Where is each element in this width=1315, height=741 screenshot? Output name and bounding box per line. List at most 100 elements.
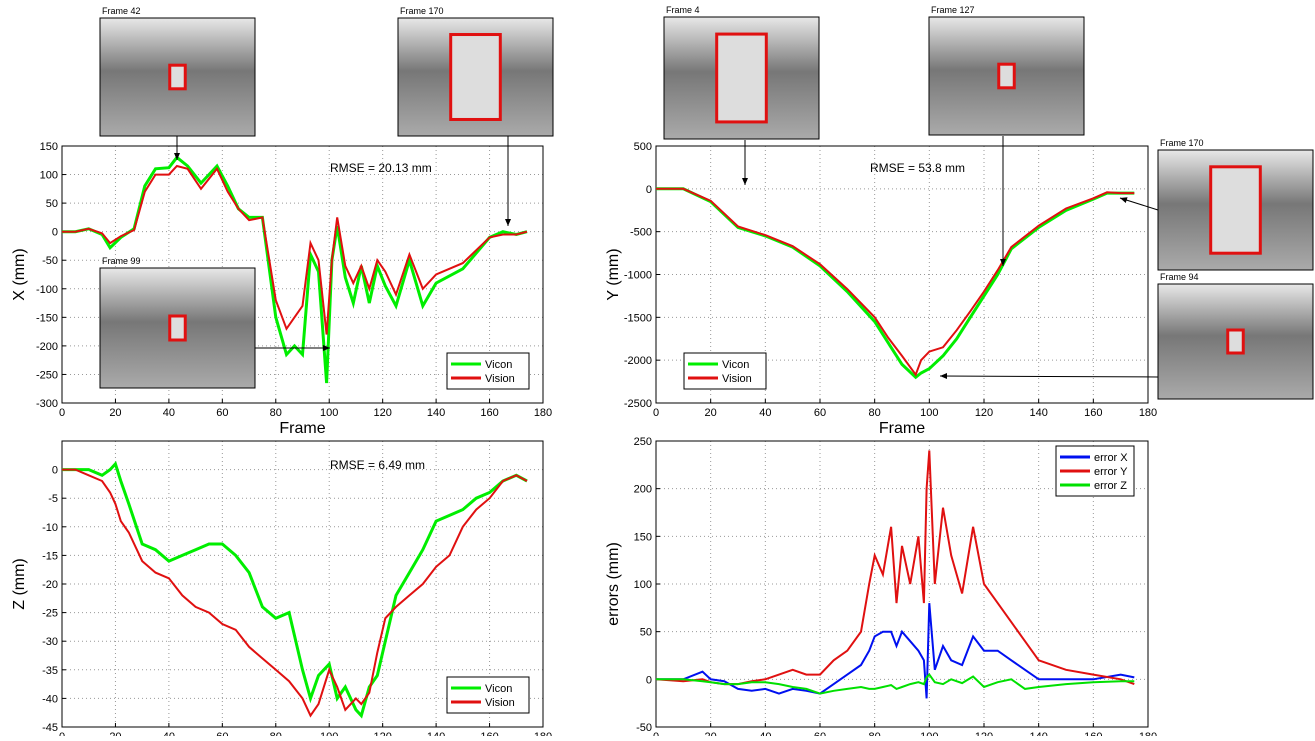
legend-label: error X xyxy=(1094,452,1128,464)
y-tick-label: -50 xyxy=(42,255,58,267)
y-tick-label: -200 xyxy=(36,341,58,353)
legend-label: Vision xyxy=(485,373,515,385)
y-tick-label: -2500 xyxy=(624,398,652,410)
x-tick-label: 140 xyxy=(427,407,445,419)
x-axis-label: Frame xyxy=(279,420,325,437)
legend-box xyxy=(446,352,530,390)
inset-label: Frame 94 xyxy=(1160,272,1199,282)
y-tick-label: 0 xyxy=(52,465,58,477)
y-tick-label: -250 xyxy=(36,369,58,381)
x-tick-label: 80 xyxy=(869,407,881,419)
series-line xyxy=(62,460,528,719)
x-tick-label: 160 xyxy=(1084,407,1102,419)
x-tick-label: 40 xyxy=(163,407,175,419)
x-tick-label: 80 xyxy=(869,731,881,736)
inset-target xyxy=(168,63,187,91)
legend-box xyxy=(683,352,767,390)
y-tick-label: -50 xyxy=(636,722,652,734)
x-tick-label: 40 xyxy=(163,731,175,736)
legend-label: Vicon xyxy=(722,359,749,371)
series-line xyxy=(656,673,1135,695)
x-tick-label: 40 xyxy=(759,731,771,736)
y-tick-label: 150 xyxy=(634,531,652,543)
y-tick-label: 200 xyxy=(634,484,652,496)
x-tick-label: 40 xyxy=(759,407,771,419)
y-tick-label: -1000 xyxy=(624,270,652,282)
y-axis-label: errors (mm) xyxy=(605,542,622,626)
x-tick-label: 180 xyxy=(534,731,552,736)
x-tick-label: 60 xyxy=(814,407,826,419)
annotation: RMSE = 6.49 mm xyxy=(330,458,425,472)
x-tick-label: 60 xyxy=(216,731,228,736)
plot-frame xyxy=(655,440,1149,728)
legend-label: Vicon xyxy=(485,359,512,371)
x-tick-label: 140 xyxy=(1029,731,1047,736)
y-tick-label: -10 xyxy=(42,522,58,534)
y-tick-label: 100 xyxy=(634,579,652,591)
x-tick-label: 80 xyxy=(270,407,282,419)
x-tick-label: 0 xyxy=(653,407,659,419)
annotation: RMSE = 53.8 mm xyxy=(870,161,965,175)
y-tick-label: 0 xyxy=(646,674,652,686)
series-line xyxy=(655,450,1135,686)
x-tick-label: 100 xyxy=(320,731,338,736)
x-tick-label: 120 xyxy=(975,731,993,736)
legend-label: Vision xyxy=(722,373,752,385)
inset-target xyxy=(1226,328,1245,355)
arrow xyxy=(939,373,1159,380)
x-tick-label: 80 xyxy=(270,731,282,736)
x-tick-label: 0 xyxy=(59,407,65,419)
x-tick-label: 160 xyxy=(1084,731,1102,736)
y-tick-label: -25 xyxy=(42,608,58,620)
y-tick-label: 0 xyxy=(52,227,58,239)
y-tick-label: -45 xyxy=(42,722,58,734)
x-tick-label: 100 xyxy=(920,407,938,419)
legend-label: Vicon xyxy=(485,683,512,695)
x-tick-label: 120 xyxy=(373,731,391,736)
y-tick-label: 500 xyxy=(634,141,652,153)
series-line xyxy=(656,603,1135,699)
plot-frame xyxy=(655,145,1149,404)
inset-label: Frame 170 xyxy=(1160,138,1204,148)
y-tick-label: -20 xyxy=(42,579,58,591)
arrow xyxy=(1119,197,1159,211)
y-tick-label: 0 xyxy=(646,184,652,196)
x-tick-label: 20 xyxy=(705,407,717,419)
x-tick-label: 60 xyxy=(814,731,826,736)
y-tick-label: -100 xyxy=(36,284,58,296)
series-line xyxy=(62,155,528,384)
plot-frame xyxy=(61,145,544,404)
y-tick-label: -2000 xyxy=(624,355,652,367)
x-tick-label: 160 xyxy=(480,731,498,736)
y-tick-label: -300 xyxy=(36,398,58,410)
y-tick-label: 50 xyxy=(46,198,58,210)
y-axis-label: Z (mm) xyxy=(11,558,28,610)
x-tick-label: 20 xyxy=(705,731,717,736)
legend-label: error Z xyxy=(1094,480,1127,492)
x-tick-label: 120 xyxy=(975,407,993,419)
y-tick-label: -15 xyxy=(42,550,58,562)
x-tick-label: 0 xyxy=(653,731,659,736)
inset-label: Frame 42 xyxy=(102,6,141,16)
inset-label: Frame 4 xyxy=(666,5,700,15)
series-line xyxy=(656,187,1135,377)
x-tick-label: 140 xyxy=(1029,407,1047,419)
series-line xyxy=(62,468,528,718)
x-axis-label: Frame xyxy=(879,420,925,437)
x-tick-label: 180 xyxy=(1139,731,1157,736)
y-tick-label: 250 xyxy=(634,436,652,448)
x-tick-label: 160 xyxy=(480,407,498,419)
y-tick-label: -500 xyxy=(630,227,652,239)
x-tick-label: 100 xyxy=(320,407,338,419)
legend-label: Vision xyxy=(485,697,515,709)
x-tick-label: 140 xyxy=(427,731,445,736)
y-axis-label: Y (mm) xyxy=(605,248,622,300)
y-tick-label: -1500 xyxy=(624,312,652,324)
y-tick-label: -5 xyxy=(48,493,58,505)
x-tick-label: 0 xyxy=(59,731,65,736)
x-tick-label: 60 xyxy=(216,407,228,419)
inset-label: Frame 99 xyxy=(102,256,141,266)
inset-label: Frame 170 xyxy=(400,6,444,16)
inset-target xyxy=(1209,165,1262,255)
inset-target xyxy=(168,314,187,342)
